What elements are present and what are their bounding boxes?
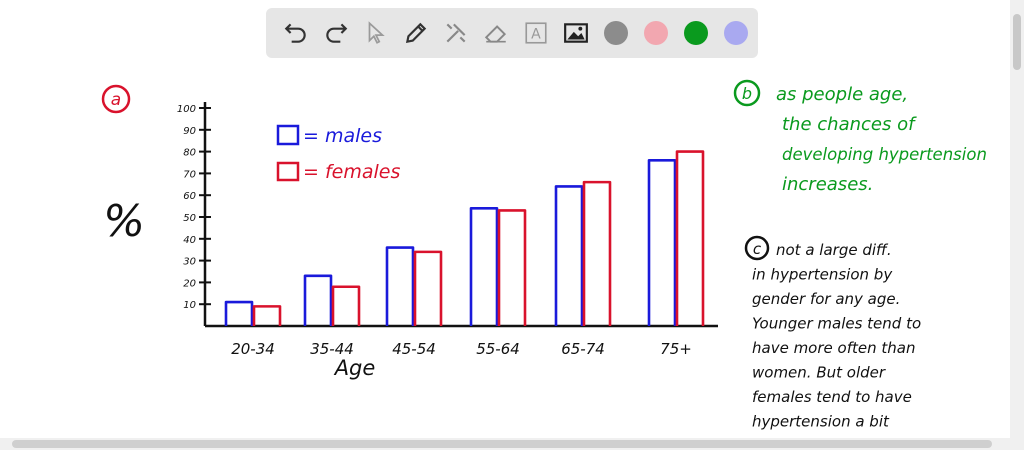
x-tick-label: 65-74 — [561, 340, 605, 358]
bar-males-35-44 — [303, 274, 333, 326]
legend-swatch-females — [276, 161, 300, 182]
legend-label-males: = males — [303, 125, 382, 147]
text-button[interactable]: A — [516, 13, 556, 53]
cnote-line: in hypertension by — [752, 266, 893, 284]
pen-button[interactable] — [396, 13, 436, 53]
y-tick-label: 60 — [183, 191, 196, 202]
bnote-line: developing hypertension — [782, 145, 987, 164]
part-b-label: b — [742, 84, 752, 103]
color-swatch-lavender[interactable] — [724, 21, 748, 45]
y-tick-label: 100 — [177, 104, 196, 115]
x-ticks: 20-34 35-44 45-54 55-64 65-74 75+ — [231, 340, 692, 358]
bar-males-55-64 — [469, 206, 499, 326]
cnote-line: females tend to have — [752, 388, 912, 406]
bar-males-75+ — [647, 159, 677, 326]
y-tick-label: 50 — [183, 213, 196, 224]
eraser-button[interactable] — [476, 13, 516, 53]
bar-females-65-74 — [582, 180, 612, 326]
eraser-icon — [484, 25, 507, 43]
vertical-scrollbar[interactable] — [1010, 0, 1024, 450]
horizontal-scroll-thumb[interactable] — [12, 440, 992, 448]
x-tick-label: 55-64 — [476, 340, 520, 358]
part-b-circle — [733, 79, 761, 107]
y-tick-label: 70 — [183, 169, 196, 180]
bar-females-20-34 — [252, 305, 282, 326]
bar-males-45-54 — [385, 246, 415, 326]
bar-males-65-74 — [554, 185, 584, 326]
color-swatch-green[interactable] — [684, 21, 708, 45]
bar-females-55-64 — [497, 209, 527, 326]
y-tick-label: 10 — [183, 300, 196, 311]
x-tick-label: 75+ — [660, 340, 692, 358]
part-c-label: c — [753, 240, 762, 258]
color-swatch-pink[interactable] — [644, 21, 668, 45]
image-icon — [564, 23, 588, 43]
bars-group — [224, 150, 705, 326]
x-tick-label: 45-54 — [392, 340, 436, 358]
part-a-label: a — [111, 90, 121, 110]
chart-legend: = males = females — [276, 124, 400, 183]
part-c-circle — [744, 235, 770, 261]
bnote-line: as people age, — [776, 84, 908, 105]
bar-females-35-44 — [331, 285, 361, 326]
y-ticks: 10 20 30 40 50 60 70 80 90 100 — [177, 104, 211, 311]
cnote-line: have more often than — [752, 339, 915, 357]
cnote-line: women. But older — [752, 364, 886, 382]
redo-icon — [326, 23, 348, 43]
pointer-icon — [368, 21, 385, 44]
y-tick-label: 80 — [183, 148, 196, 159]
whiteboard-canvas: a % 10 20 30 40 50 60 70 80 90 100 20-34 35-44 45-5… — [101, 79, 987, 431]
chart-axes — [203, 102, 718, 328]
y-tick-label: 40 — [183, 235, 196, 246]
vertical-scroll-thumb[interactable] — [1013, 14, 1021, 70]
y-tick-label: 90 — [183, 126, 196, 137]
bnote-line: the chances of — [782, 114, 917, 135]
x-tick-label: 20-34 — [231, 340, 275, 358]
text-tool-label: A — [531, 26, 541, 42]
bar-females-75+ — [675, 150, 705, 326]
pen-icon — [405, 22, 427, 44]
legend-swatch-males — [276, 124, 300, 146]
y-tick-label: 30 — [183, 257, 196, 268]
pointer-button[interactable] — [356, 13, 396, 53]
text-icon: A — [525, 22, 547, 44]
bar-males-20-34 — [224, 300, 254, 326]
image-button[interactable] — [556, 13, 596, 53]
cnote-line: Younger males tend to — [752, 315, 921, 333]
y-axis-label: % — [103, 196, 145, 247]
bnote-line: increases. — [782, 174, 873, 195]
part-a-circle — [101, 84, 131, 114]
part-b-note: as people age, the chances of developing h… — [776, 84, 987, 195]
y-tick-label: 20 — [183, 278, 196, 289]
drawing-toolbar: A — [266, 8, 758, 58]
tools-button[interactable] — [436, 13, 476, 53]
horizontal-scrollbar[interactable] — [0, 438, 1010, 450]
tools-icon — [446, 23, 466, 43]
legend-label-females: = females — [303, 161, 400, 183]
x-tick-label: 35-44 — [310, 340, 354, 358]
undo-button[interactable] — [276, 13, 316, 53]
cnote-line: hypertension a bit — [752, 413, 890, 431]
cnote-line: gender for any age. — [752, 290, 900, 308]
bar-females-45-54 — [413, 250, 443, 326]
x-axis-label: Age — [333, 356, 376, 380]
part-c-note: not a large diff. in hypertension by gende… — [752, 241, 921, 431]
color-swatch-gray[interactable] — [604, 21, 628, 45]
cnote-line: not a large diff. — [776, 241, 892, 259]
undo-icon — [284, 23, 306, 43]
redo-button[interactable] — [316, 13, 356, 53]
